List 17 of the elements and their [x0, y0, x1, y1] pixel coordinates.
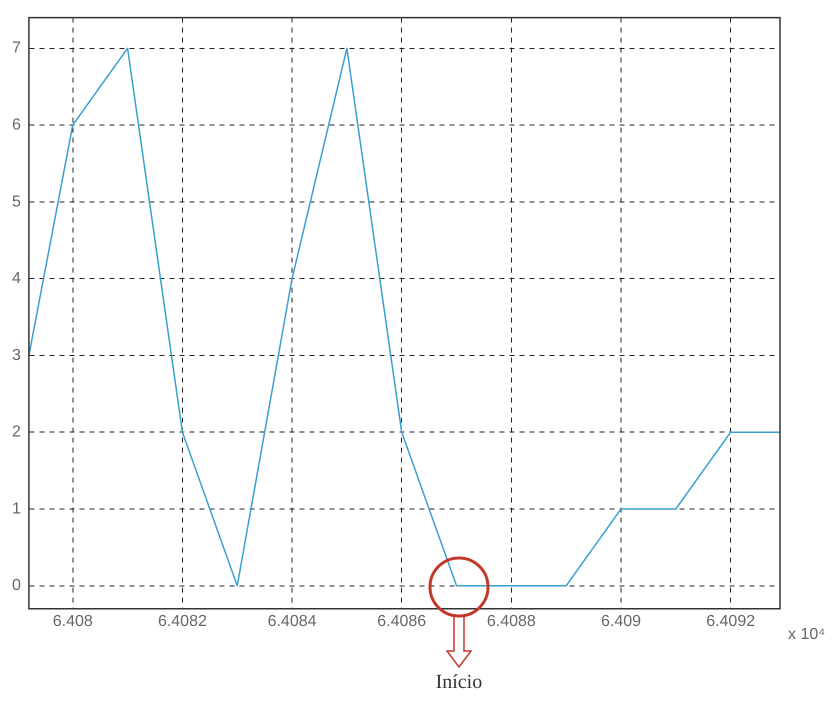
y-tick-label: 6 — [12, 116, 21, 134]
x-tick-label: 6.4086 — [377, 612, 426, 630]
x-tick-label: 6.4082 — [158, 612, 207, 630]
x-tick-label: 6.408 — [52, 612, 93, 630]
y-tick-label: 5 — [12, 193, 21, 210]
y-tick-label: 4 — [12, 270, 21, 288]
y-tick-label: 7 — [12, 40, 21, 57]
y-tick-label: 3 — [12, 346, 21, 364]
x-tick-label: 6.4088 — [486, 612, 536, 630]
x-tick-label: 6.409 — [600, 612, 642, 630]
text: Início — [436, 671, 482, 694]
x-tick-label: 6.4084 — [268, 612, 317, 630]
text: x 10⁴ — [788, 626, 826, 644]
y-tick-label: 1 — [12, 500, 21, 518]
x-tick-label: 6.4092 — [706, 612, 756, 630]
y-tick-label: 2 — [12, 424, 21, 441]
y-tick-label: 0 — [12, 577, 21, 594]
